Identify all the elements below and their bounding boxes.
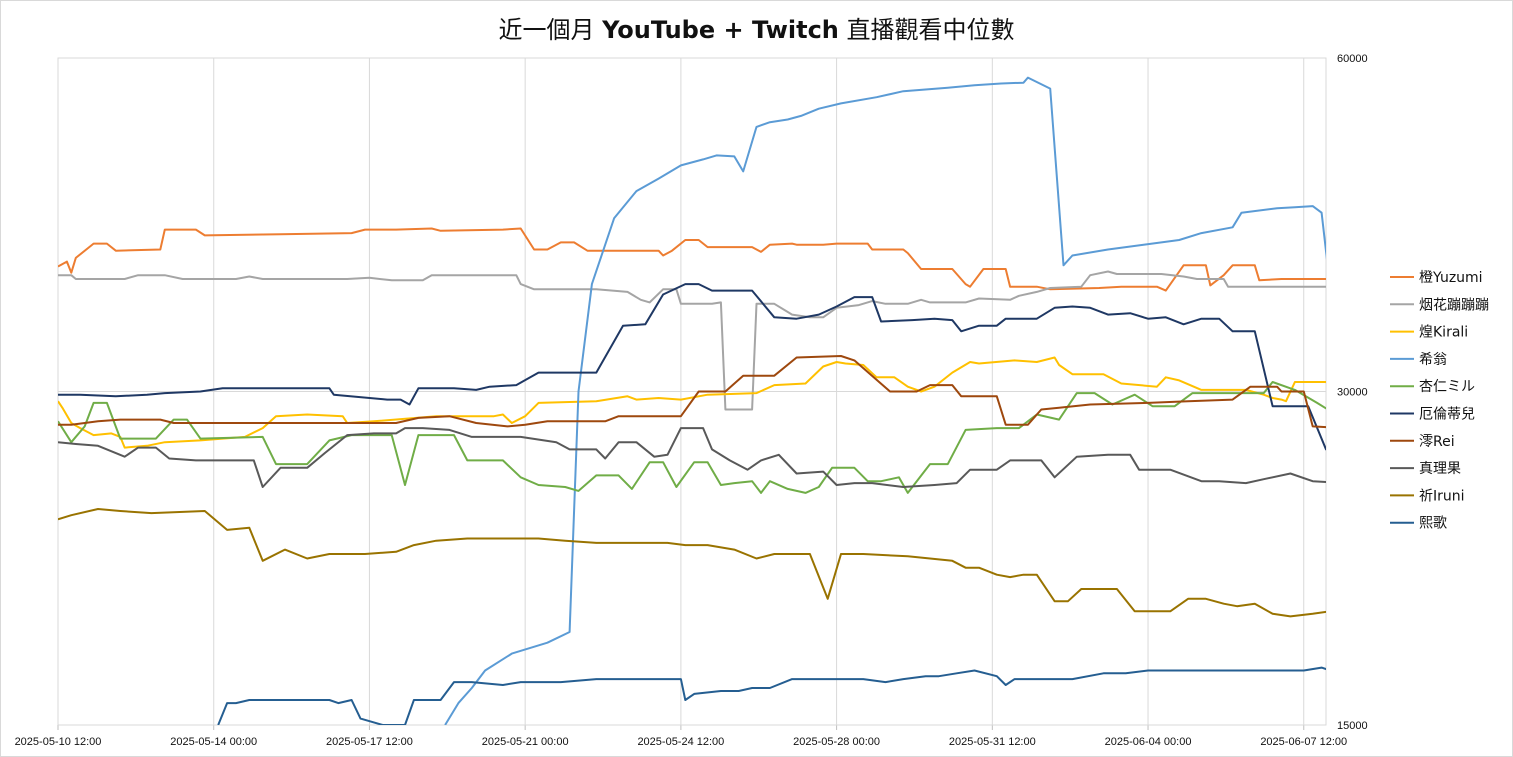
series-line [217,666,1326,725]
x-tick-label: 2025-05-28 00:00 [793,736,880,748]
legend-label: 澪Rei [1419,434,1455,450]
series-group [58,76,1326,725]
series-line [58,283,1326,451]
legend-label: 真理果 [1419,461,1461,477]
x-tick-label: 2025-05-10 12:00 [15,736,102,748]
x-tick-label: 2025-06-04 00:00 [1105,736,1192,748]
series-line [58,508,1326,618]
legend-label: 烟花蹦蹦蹦 [1419,297,1489,313]
title-prefix: 近一個月 [498,16,603,44]
legend-label: 希翁 [1419,352,1447,368]
x-tick-label: 2025-06-07 12:00 [1260,736,1347,748]
series-line [58,427,1326,488]
x-tick-label: 2025-05-14 00:00 [170,736,257,748]
x-tick-label: 2025-05-21 00:00 [482,736,569,748]
x-tick-label: 2025-05-24 12:00 [637,736,724,748]
y-tick-label: 15000 [1337,720,1368,732]
title-suffix: 直播觀看中位數 [838,16,1015,44]
legend-label: 杏仁ミル [1419,379,1475,395]
legend-label: 橙Yuzumi [1419,270,1483,286]
legend-label: 祈Iruni [1419,488,1465,504]
title-bold: YouTube + Twitch [602,16,839,44]
x-tick-label: 2025-05-31 12:00 [949,736,1036,748]
legend-label: 熙歌 [1419,516,1447,532]
legend-label: 煌Kirali [1419,325,1468,341]
series-line [58,381,1326,494]
series-line [58,355,1326,429]
y-tick-label: 30000 [1337,387,1368,399]
chart-title: 近一個月 YouTube + Twitch 直播觀看中位數 [0,10,1513,45]
x-tick-label: 2025-05-17 12:00 [326,736,413,748]
series-line [58,270,1326,411]
series-line [58,227,1326,292]
y-tick-label: 60000 [1337,53,1368,65]
legend-label: 厄倫蒂兒 [1419,407,1475,423]
series-line [444,76,1326,725]
